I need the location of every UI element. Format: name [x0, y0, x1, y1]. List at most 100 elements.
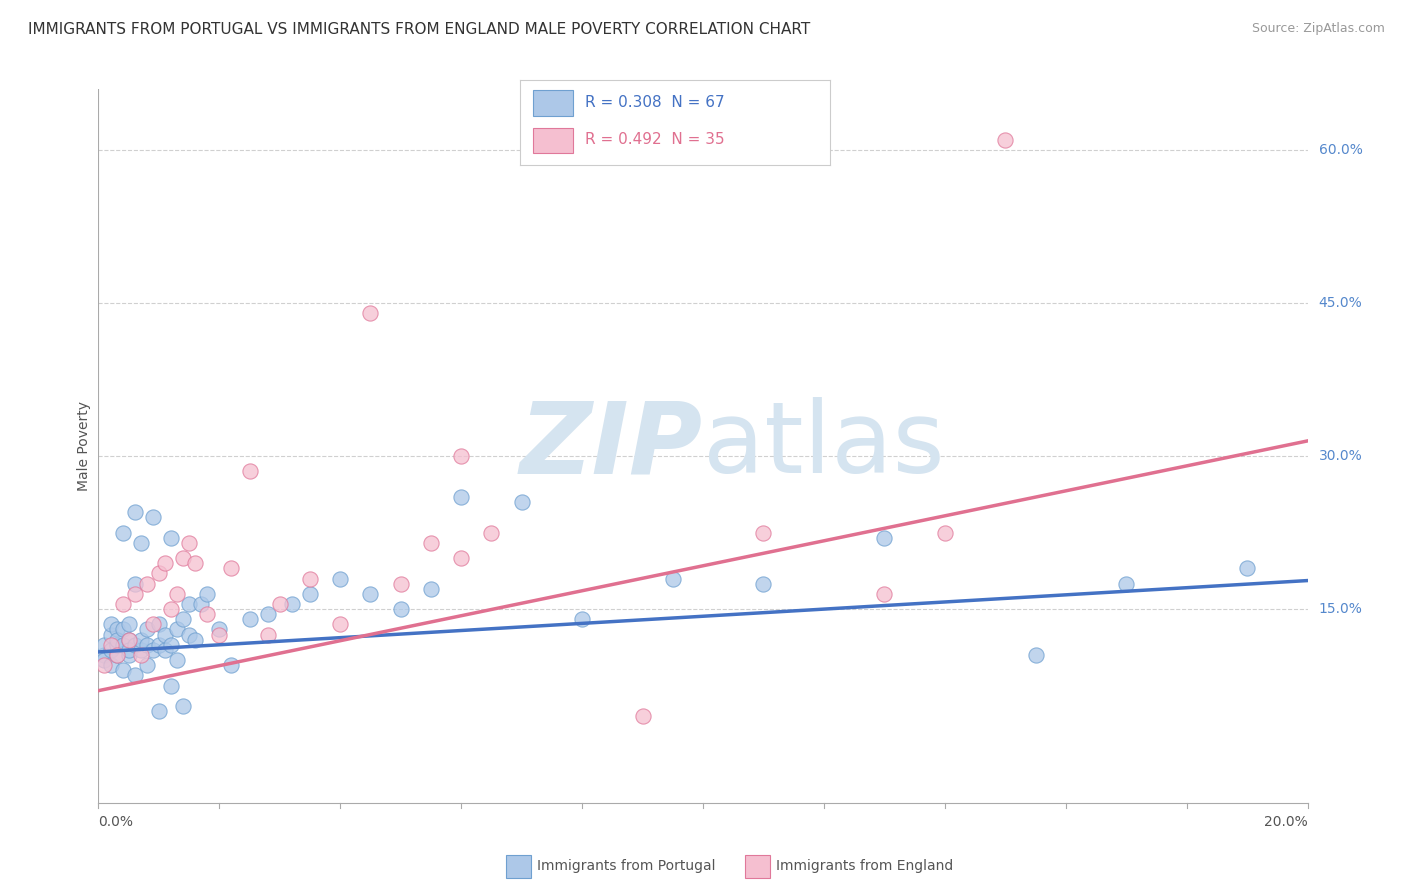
- Point: [100, 643, 122, 657]
- Point: [129, 643, 152, 657]
- FancyBboxPatch shape: [533, 90, 572, 116]
- Point: [135, 638, 157, 652]
- Point: [419, 582, 441, 596]
- Point: [111, 663, 134, 677]
- Point: [329, 617, 352, 632]
- Point: [166, 623, 188, 637]
- Point: [100, 638, 122, 652]
- Point: [166, 587, 188, 601]
- Point: [100, 658, 122, 673]
- Text: 0.0%: 0.0%: [98, 815, 134, 829]
- Point: [153, 643, 176, 657]
- Point: [111, 623, 134, 637]
- Point: [360, 587, 382, 601]
- Point: [172, 612, 194, 626]
- Point: [105, 638, 128, 652]
- Point: [105, 648, 128, 662]
- Point: [329, 572, 352, 586]
- Point: [360, 306, 382, 320]
- Text: ZIP: ZIP: [520, 398, 703, 494]
- Point: [190, 597, 212, 611]
- Point: [239, 612, 262, 626]
- Point: [100, 627, 122, 641]
- Point: [1236, 561, 1258, 575]
- Point: [389, 576, 412, 591]
- Point: [1024, 648, 1046, 662]
- Point: [195, 587, 218, 601]
- Point: [148, 638, 170, 652]
- Point: [208, 627, 231, 641]
- Text: 15.0%: 15.0%: [1319, 602, 1362, 616]
- Text: R = 0.492  N = 35: R = 0.492 N = 35: [585, 132, 725, 147]
- Point: [195, 607, 218, 622]
- Point: [118, 632, 141, 647]
- Point: [299, 572, 322, 586]
- Point: [934, 525, 956, 540]
- Point: [93, 648, 115, 662]
- Point: [118, 643, 141, 657]
- Text: Source: ZipAtlas.com: Source: ZipAtlas.com: [1251, 22, 1385, 36]
- Point: [239, 465, 262, 479]
- Text: 60.0%: 60.0%: [1319, 144, 1362, 157]
- Point: [389, 602, 412, 616]
- Point: [208, 623, 231, 637]
- Point: [124, 587, 146, 601]
- Point: [124, 505, 146, 519]
- Point: [148, 566, 170, 581]
- Point: [93, 658, 115, 673]
- Point: [994, 133, 1017, 147]
- Point: [256, 607, 278, 622]
- Point: [256, 627, 278, 641]
- Text: Immigrants from England: Immigrants from England: [776, 859, 953, 873]
- Point: [135, 658, 157, 673]
- Point: [450, 449, 472, 463]
- Point: [100, 617, 122, 632]
- Point: [160, 531, 183, 545]
- Point: [135, 576, 157, 591]
- FancyBboxPatch shape: [533, 128, 572, 153]
- Text: R = 0.308  N = 67: R = 0.308 N = 67: [585, 95, 725, 110]
- Point: [124, 668, 146, 682]
- Point: [111, 597, 134, 611]
- Point: [752, 525, 775, 540]
- Point: [124, 638, 146, 652]
- Point: [281, 597, 304, 611]
- Point: [510, 495, 533, 509]
- Text: 30.0%: 30.0%: [1319, 450, 1362, 463]
- Point: [129, 632, 152, 647]
- Point: [118, 617, 141, 632]
- Point: [160, 638, 183, 652]
- Point: [172, 551, 194, 566]
- Point: [177, 536, 201, 550]
- Point: [631, 709, 654, 723]
- Point: [177, 597, 201, 611]
- Point: [129, 536, 152, 550]
- Point: [184, 556, 207, 570]
- Text: 20.0%: 20.0%: [1264, 815, 1308, 829]
- Point: [160, 679, 183, 693]
- Point: [153, 556, 176, 570]
- Point: [111, 638, 134, 652]
- Point: [873, 587, 896, 601]
- Text: 45.0%: 45.0%: [1319, 296, 1362, 310]
- Point: [571, 612, 593, 626]
- Point: [873, 531, 896, 545]
- Point: [661, 572, 683, 586]
- Point: [221, 658, 243, 673]
- Point: [184, 632, 207, 647]
- Point: [129, 648, 152, 662]
- Y-axis label: Male Poverty: Male Poverty: [77, 401, 91, 491]
- Point: [166, 653, 188, 667]
- Point: [124, 576, 146, 591]
- Text: atlas: atlas: [703, 398, 945, 494]
- Point: [142, 510, 165, 524]
- Point: [481, 525, 503, 540]
- Point: [142, 617, 165, 632]
- Point: [153, 627, 176, 641]
- Point: [450, 490, 472, 504]
- Point: [160, 602, 183, 616]
- Text: Immigrants from Portugal: Immigrants from Portugal: [537, 859, 716, 873]
- Point: [93, 638, 115, 652]
- Point: [118, 648, 141, 662]
- Point: [299, 587, 322, 601]
